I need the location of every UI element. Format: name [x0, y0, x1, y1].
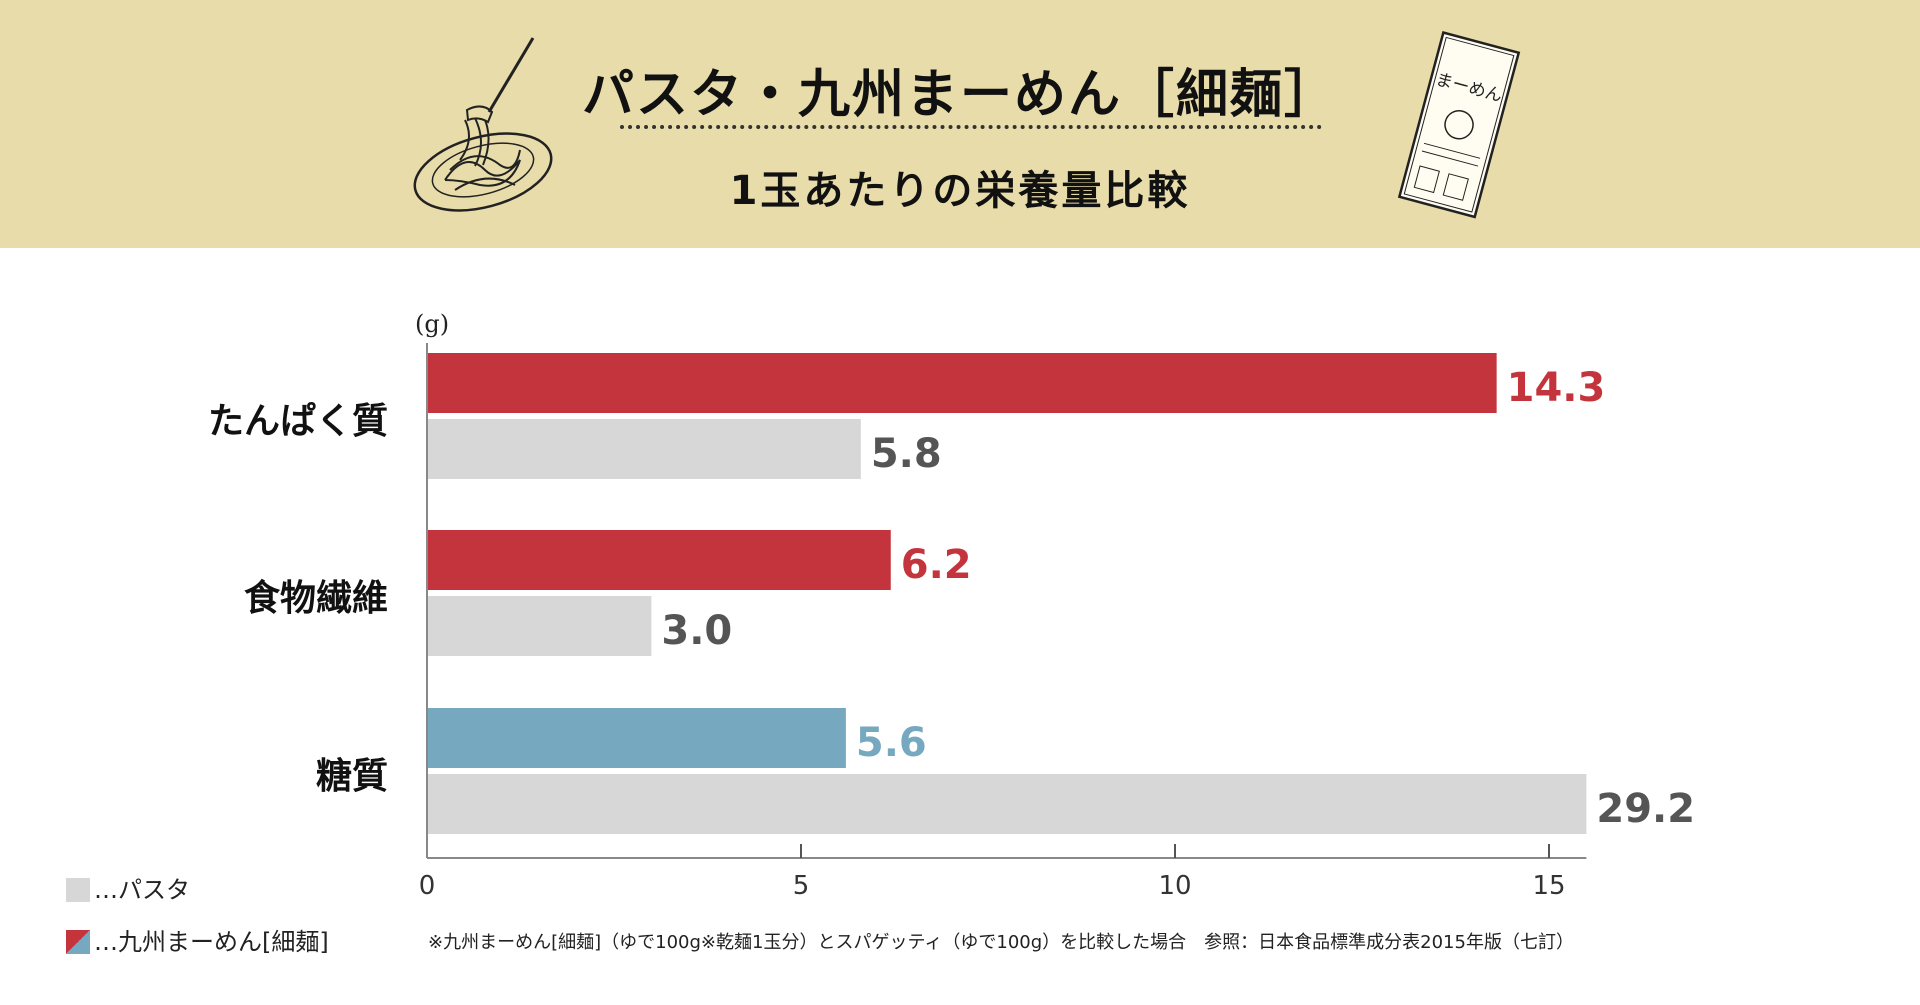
legend-swatch-mamen: [66, 930, 90, 954]
noodle-package-icon: まーめん: [1397, 31, 1521, 219]
bar: [427, 353, 1497, 413]
category-label: たんぱく質: [208, 401, 388, 442]
category-label: 食物繊維: [244, 578, 388, 619]
bar-chart: (g) たんぱく質 14.3 5.8 食物繊維 6.2 3.0 糖質 5.6 29.2 0 5 10…: [208, 310, 1695, 901]
footnote: ※九州まーめん[細麺]（ゆで100g※乾麺1玉分）とスパゲッティ（ゆで100g）…: [428, 932, 1574, 953]
data-label: 6.2: [901, 542, 972, 588]
bar: [427, 774, 1587, 834]
data-label: 3.0: [661, 608, 732, 654]
pasta-plate-icon: [413, 37, 553, 212]
bar: [427, 530, 891, 590]
legend-mamen: …九州まーめん[細麺]: [66, 922, 329, 957]
header-banner: パスタ・九州まーめん［細麺］ 1玉あたりの栄養量比較 まーめん: [0, 0, 1920, 248]
legend-label-mamen: …九州まーめん[細麺]: [94, 928, 329, 956]
bars-layer: たんぱく質 14.3 5.8 食物繊維 6.2 3.0 糖質 5.6 29.2: [208, 353, 1695, 834]
chart-title: パスタ・九州まーめん［細麺］: [581, 65, 1338, 125]
data-label: 14.3: [1507, 365, 1606, 411]
data-label: 29.2: [1596, 786, 1695, 832]
legend-pasta: …パスタ: [66, 870, 190, 905]
bar: [427, 419, 861, 479]
chart-subtitle: 1玉あたりの栄養量比較: [729, 168, 1191, 214]
bar: [427, 708, 846, 768]
data-label: 5.8: [871, 431, 942, 477]
x-tick-label: 5: [793, 871, 810, 901]
bar: [427, 596, 652, 656]
x-tick-label: 10: [1158, 871, 1191, 901]
legend-label-pasta: …パスタ: [94, 876, 190, 904]
x-tick-label: 15: [1532, 871, 1565, 901]
x-tick-label: 0: [419, 871, 436, 901]
title-dotted-rule: [620, 125, 1322, 129]
data-label: 5.6: [856, 720, 927, 766]
legend-swatch-pasta: [66, 878, 90, 902]
category-label: 糖質: [316, 756, 388, 797]
x-axis: 0 5 10 15: [419, 343, 1587, 901]
unit-label: (g): [415, 310, 449, 338]
